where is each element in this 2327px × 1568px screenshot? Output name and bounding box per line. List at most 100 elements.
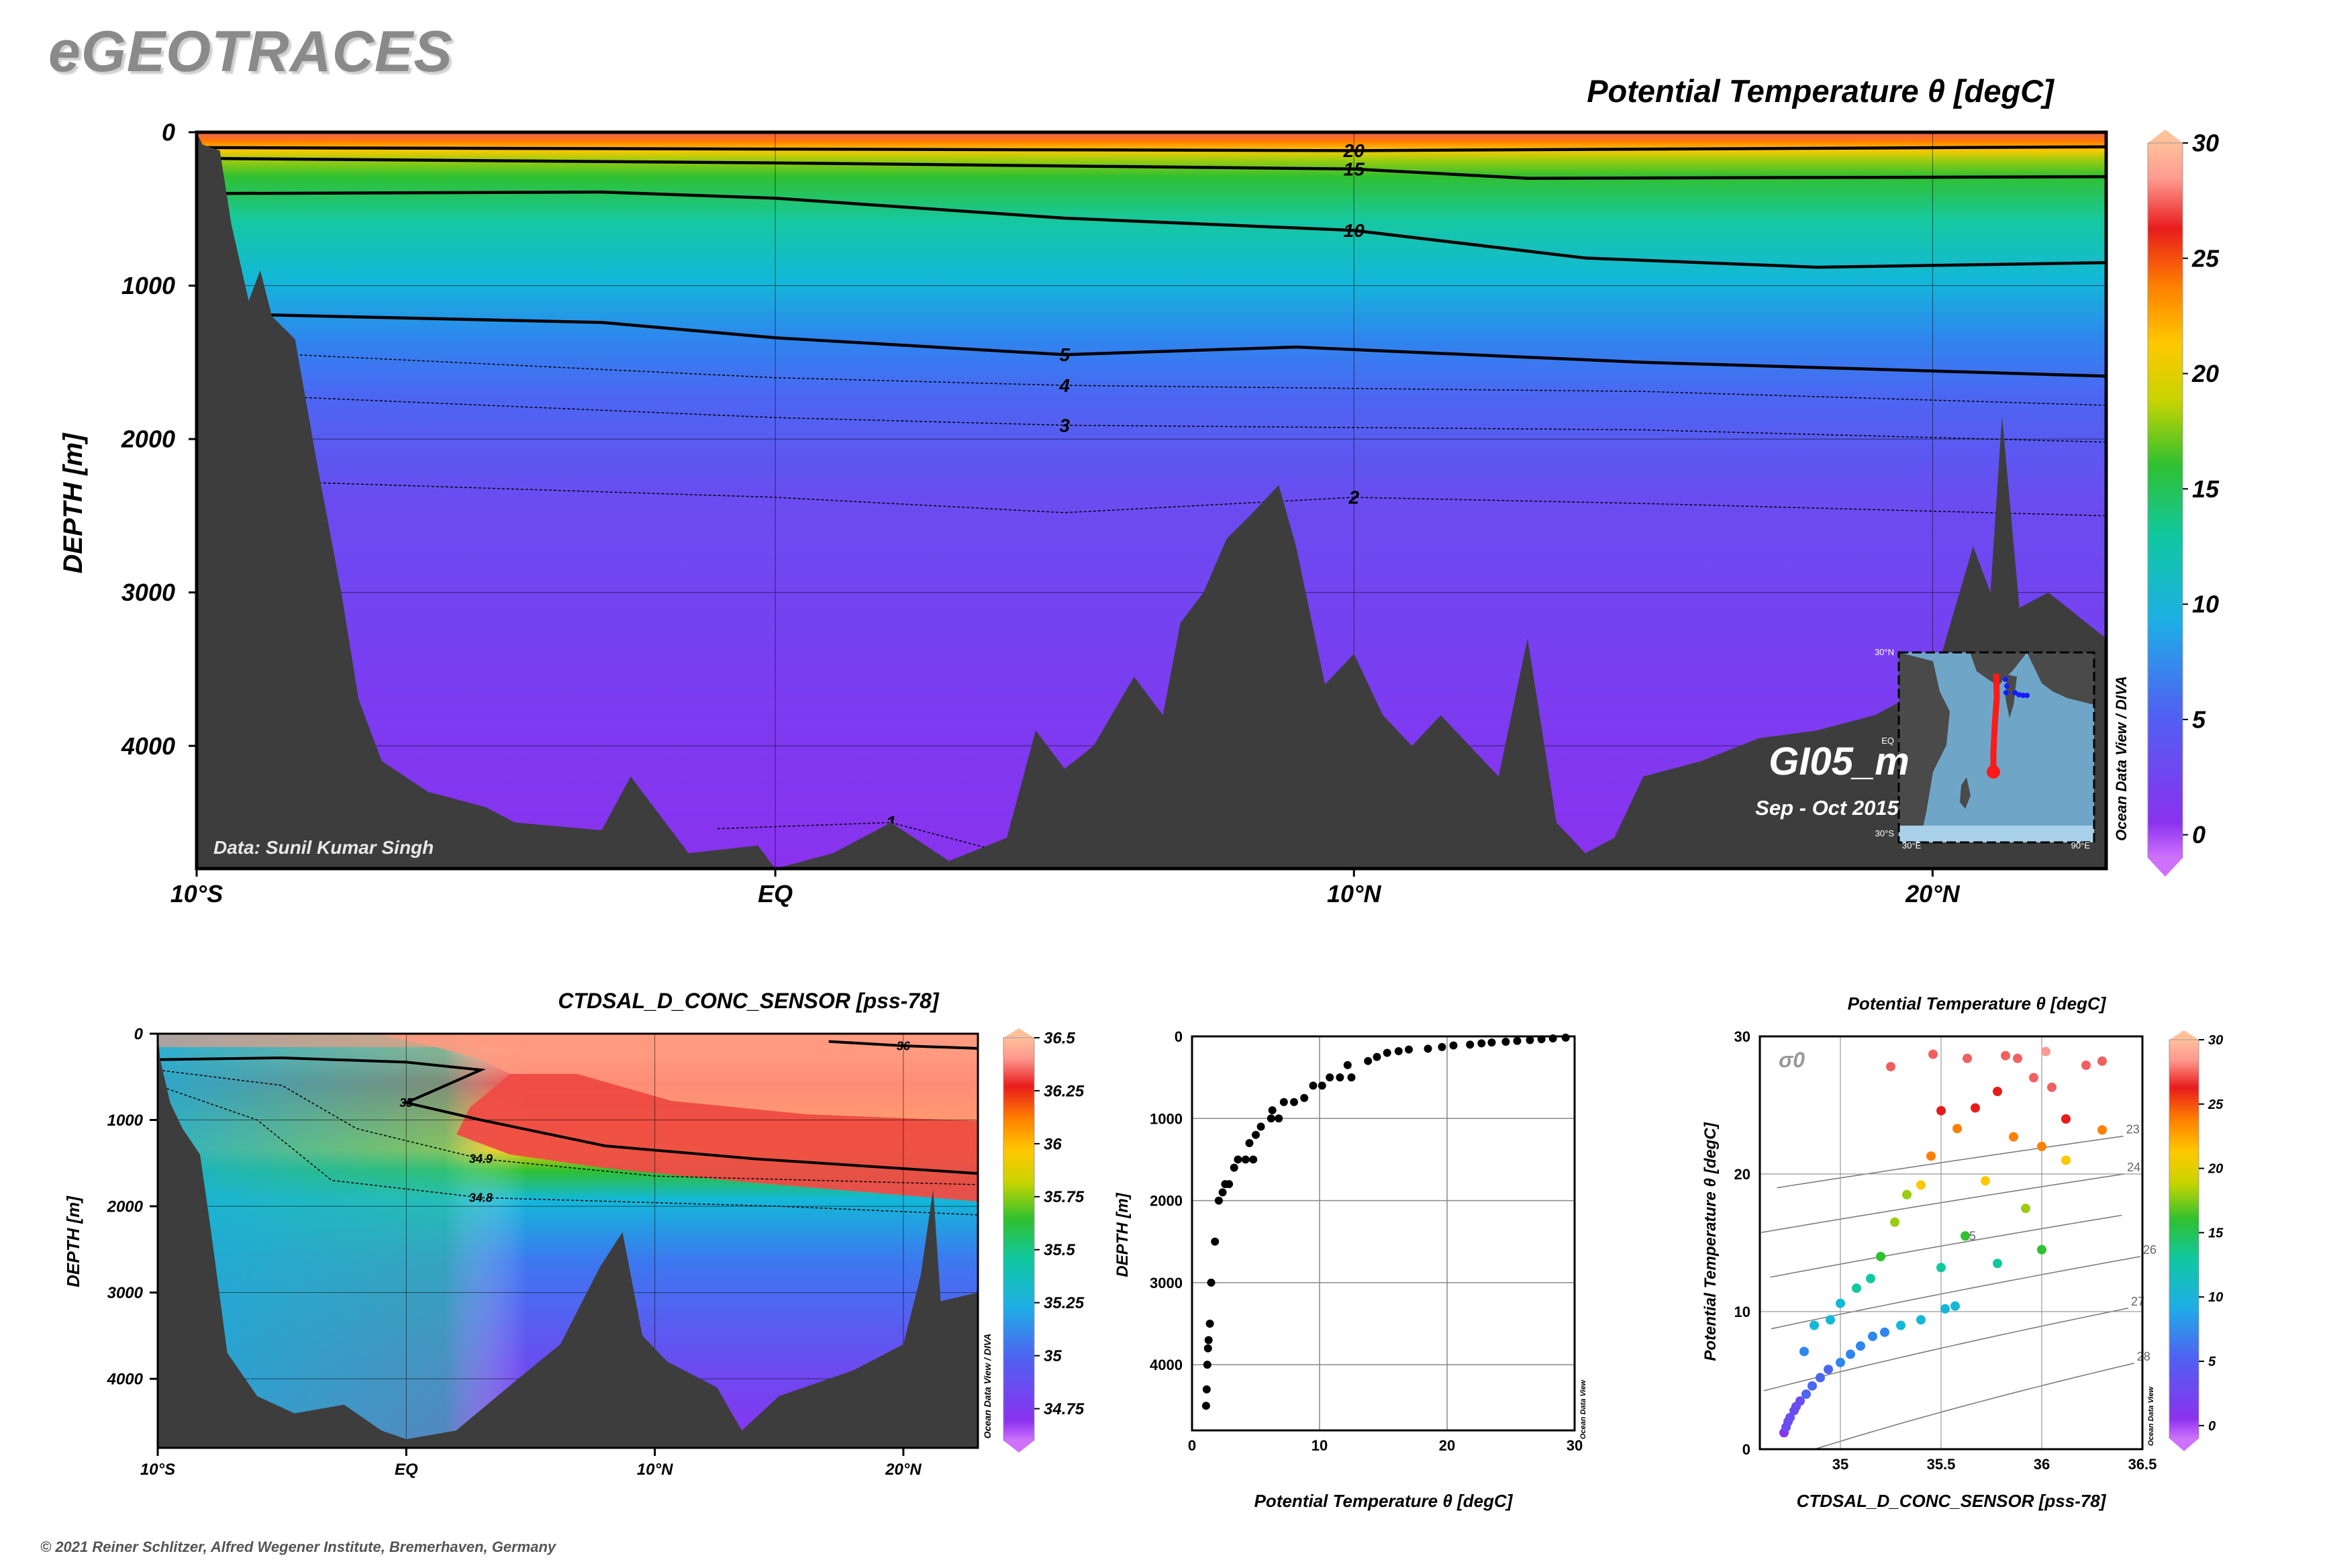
profile-point xyxy=(1466,1040,1475,1049)
ts-point xyxy=(1852,1283,1861,1293)
cruise-stations-blue xyxy=(2003,677,2030,698)
ts-point xyxy=(2081,1061,2091,1071)
brand-logo: eGEOTRACES xyxy=(48,19,453,84)
ts-point xyxy=(1816,1373,1825,1383)
y-tick-label: 2000 xyxy=(121,426,175,453)
profile-point xyxy=(1205,1320,1214,1328)
isopycnal-label: 26 xyxy=(2143,1243,2157,1257)
y-tick-label: 3000 xyxy=(121,579,175,606)
inset-land-africa xyxy=(1899,652,1950,842)
profile-point xyxy=(1424,1044,1432,1053)
contour-4 xyxy=(197,349,2106,406)
ts-point xyxy=(2037,1244,2046,1255)
contour-34.8 xyxy=(158,1085,978,1216)
y-tick-label: 0 xyxy=(162,119,175,146)
x-tick-label: 35.5 xyxy=(1927,1456,1956,1473)
y-tick-label: 20 xyxy=(1734,1166,1750,1183)
ts-point xyxy=(1795,1396,1805,1406)
profile-point xyxy=(1373,1052,1381,1061)
salinity-x-ticks: 10°S EQ 10°N 20°N xyxy=(140,1448,922,1479)
cruise-end-marker xyxy=(1987,765,2000,779)
colorbar-label: 36.5 xyxy=(1044,1029,1075,1047)
profile-point xyxy=(1203,1361,1211,1369)
contour-label: 3 xyxy=(1059,415,1070,436)
sigma-label: σ0 xyxy=(1779,1048,1805,1072)
contour-label: 35 xyxy=(399,1096,413,1110)
ts-frame xyxy=(1759,1035,2144,1451)
profile-point xyxy=(1537,1035,1546,1044)
inset-southern-ocean xyxy=(1899,826,2094,842)
profile-point xyxy=(1449,1041,1458,1050)
contour-35 xyxy=(158,1056,978,1175)
profile-point xyxy=(1214,1196,1223,1205)
x-tick-label: EQ xyxy=(758,880,793,908)
ts-point xyxy=(2037,1142,2046,1151)
main-chart-title: Potential Temperature θ [degC] xyxy=(1587,73,2054,109)
colorbar-label: 35.5 xyxy=(1044,1241,1075,1259)
profile-point xyxy=(1394,1047,1403,1056)
y-tick-label: 0 xyxy=(134,1025,144,1043)
ts-point xyxy=(1880,1327,1889,1337)
colorbar-label: 15 xyxy=(2208,1226,2224,1240)
main-colorbar-ticks: 0 5 10 15 20 25 30 xyxy=(2183,130,2220,848)
contour-34.9 xyxy=(158,1069,978,1185)
ts-odv-credit: Ocean Data View xyxy=(2147,1385,2155,1446)
profile-point xyxy=(1438,1042,1446,1051)
contour-label: 15 xyxy=(1344,159,1365,180)
profile-point xyxy=(1336,1073,1344,1082)
ts-point xyxy=(1928,1049,1938,1059)
cruise-name: GI05_m xyxy=(1769,740,1910,783)
ts-point xyxy=(1916,1180,1926,1190)
ts-point xyxy=(2047,1082,2057,1092)
ts-colorbar-cap-bottom xyxy=(2169,1438,2199,1451)
y-tick-label: 2000 xyxy=(107,1197,144,1216)
isopycnal-25 xyxy=(1770,1214,2122,1278)
inset-frame xyxy=(1897,651,2095,844)
ts-point xyxy=(1916,1315,1926,1325)
ts-point xyxy=(1785,1412,1795,1422)
salinity-surface xyxy=(158,1034,978,1047)
profile-point xyxy=(1275,1114,1283,1123)
main-colorbar xyxy=(2147,142,2183,859)
profile-point xyxy=(1202,1385,1211,1393)
colorbar-label: 5 xyxy=(2192,705,2206,733)
profile-y-ticks: 0 1000 2000 3000 4000 xyxy=(1150,1028,1183,1373)
colorbar-label: 10 xyxy=(2192,591,2219,618)
contour-15 xyxy=(197,156,2106,180)
y-tick-label: 4000 xyxy=(1150,1357,1183,1373)
colorbar-label: 36.25 xyxy=(1044,1082,1085,1100)
main-odv-credit: Ocean Data View / DIVA xyxy=(2113,676,2130,841)
inset-lon-90e: 90°E xyxy=(2071,840,2091,850)
ts-diagram-plot: 23 24 25 26 27 28 35 35.5 36 36.5 0 10 20 30 σ0 Pot… xyxy=(1701,993,2224,1511)
y-tick-label: 3000 xyxy=(107,1284,144,1302)
colorbar-label: 35 xyxy=(1044,1347,1062,1365)
x-tick-label: 36.5 xyxy=(2128,1456,2157,1473)
profile-point xyxy=(1487,1038,1496,1047)
ts-point xyxy=(1936,1106,1946,1116)
ts-y-axis-label: Potential Temperature θ [degC] xyxy=(1701,1122,1720,1361)
profile-point xyxy=(1279,1097,1288,1106)
x-tick-label: 10°N xyxy=(637,1461,673,1479)
ts-points xyxy=(1779,1046,2107,1438)
colorbar-label: 15 xyxy=(2192,475,2220,503)
ts-point xyxy=(1799,1346,1809,1357)
profile-frame xyxy=(1191,1035,1576,1432)
ts-point xyxy=(1801,1389,1811,1399)
ts-point xyxy=(2041,1046,2050,1057)
profile-point xyxy=(1267,1114,1275,1123)
bathymetry-area xyxy=(158,1034,978,1448)
profile-point xyxy=(1290,1097,1298,1106)
ts-point xyxy=(1902,1189,1912,1199)
colorbar-label: 36 xyxy=(1044,1135,1062,1153)
contour-label: 36 xyxy=(897,1039,911,1052)
colorbar-label: 34.75 xyxy=(1044,1400,1085,1418)
profile-point xyxy=(1561,1033,1570,1042)
ts-point xyxy=(2061,1155,2071,1165)
y-tick-label: 0 xyxy=(1742,1441,1750,1458)
contour-20 xyxy=(197,145,2106,152)
ts-point xyxy=(1961,1231,1970,1241)
ts-colorbar-ticks: 0 5 10 15 20 25 30 xyxy=(2199,1033,2224,1434)
ts-point xyxy=(1993,1087,2002,1096)
profile-y-axis-label: DEPTH [m] xyxy=(1113,1192,1132,1277)
